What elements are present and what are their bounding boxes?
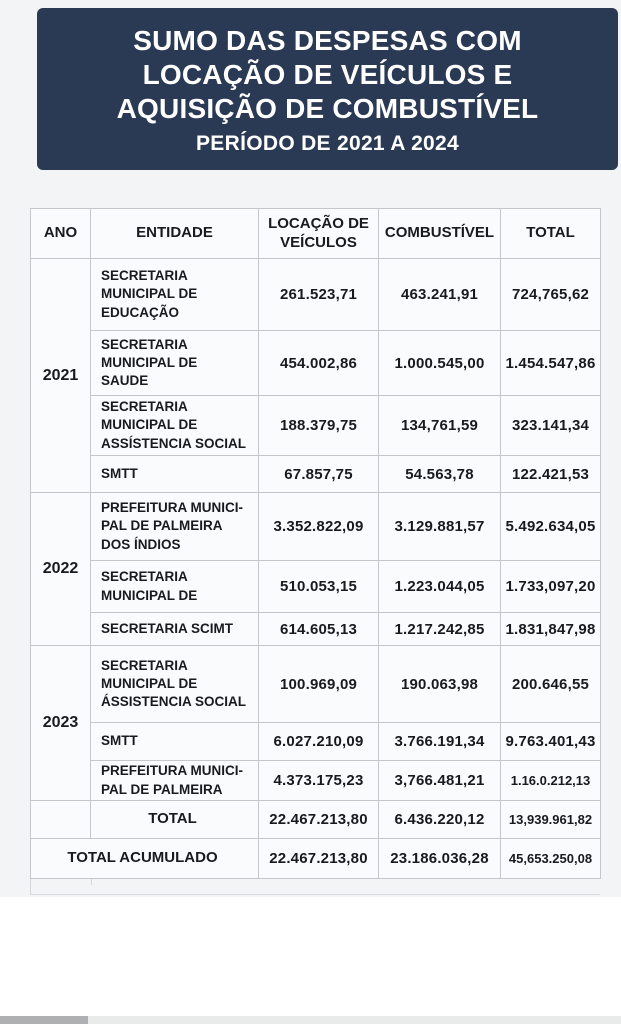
table-row-2021-smtt: SMTT 67.857,75 54.563,78 122.421,53 xyxy=(31,455,601,493)
bottom-edge-strip xyxy=(0,1016,621,1024)
column-header-total: TOTAL xyxy=(500,208,601,259)
locacao-value-cell: 614.605,13 xyxy=(258,612,379,646)
combustivel-value-cell: 3.766.191,34 xyxy=(378,722,501,761)
combustivel-value-cell: 1.000.545,00 xyxy=(378,330,501,396)
year-cell-2021: 2021 xyxy=(30,258,91,493)
locacao-value-cell: 6.027.210,09 xyxy=(258,722,379,761)
grand-total-cell: 13,939.961,82 xyxy=(500,800,601,839)
entity-cell: SMTT xyxy=(90,722,259,761)
table-row-2021-educacao: 2021 SECRETARIA MUNICIPAL DE EDUCAÇÃO 26… xyxy=(30,258,601,493)
column-header-locacao: LOCAÇÃO DE VEÍCULOS xyxy=(258,208,379,259)
entity-cell: SECRETARIA MUNICIPAL DE ASSÍSTENCIA SOCI… xyxy=(90,395,259,456)
year-cell-2023: 2023 xyxy=(30,645,91,801)
total-value-cell: 5.492.634,05 xyxy=(500,492,601,561)
entity-cell: SECRETARIA MUNICIPAL DE SAUDE xyxy=(90,330,259,396)
entity-cell: SMTT xyxy=(90,455,259,493)
combustivel-value-cell: 463.241,91 xyxy=(378,258,501,331)
combustivel-value-cell: 3.129.881,57 xyxy=(378,492,501,561)
page-subtitle: PERÍODO DE 2021 A 2024 xyxy=(196,132,459,155)
table-row-2023-assistencia: 2023 SECRETARIA MUNICIPAL DE ÁSSISTENCIA… xyxy=(30,645,601,801)
year-cell-2022: 2022 xyxy=(30,492,91,646)
title-card: SUMO DAS DESPESAS COM LOCAÇÃO DE VEÍCULO… xyxy=(37,8,618,170)
locacao-total-cell: 22.467.213,80 xyxy=(258,800,379,839)
empty-ano-cell xyxy=(30,800,91,839)
entity-cell: PREFEITURA MUNICI- PAL DE PALMEIRA DOS Í… xyxy=(90,492,259,561)
total-acumulado-label-cell: TOTAL ACUMULADO xyxy=(30,838,259,879)
combustivel-total-cell: 6.436.220,12 xyxy=(378,800,501,839)
total-value-cell: 724,765,62 xyxy=(500,258,601,331)
combustivel-value-cell: 54.563,78 xyxy=(378,455,501,493)
total-value-cell: 1.454.547,86 xyxy=(500,330,601,396)
column-header-combustivel: COMBUSTÍVEL xyxy=(378,208,501,259)
total-value-cell: 9.763.401,43 xyxy=(500,722,601,761)
table-row-2021-assistencia: SECRETARIA MUNICIPAL DE ASSÍSTENCIA SOCI… xyxy=(31,395,601,456)
page-title-line-1: SUMO DAS DESPESAS COM xyxy=(133,25,522,56)
combustivel-acumulado-cell: 23.186.036,28 xyxy=(378,838,501,879)
table-row-2023-smtt: SMTT 6.027.210,09 3.766.191,34 9.763.401… xyxy=(31,722,601,761)
locacao-value-cell: 454.002,86 xyxy=(258,330,379,396)
total-acumulado-row: TOTAL ACUMULADO 22.467.213,80 23.186.036… xyxy=(30,838,601,879)
cropped-row-remnant xyxy=(30,879,600,895)
entity-cell: PREFEITURA MUNICI- PAL DE PALMEIRA xyxy=(90,760,259,801)
locacao-value-cell: 4.373.175,23 xyxy=(258,760,379,801)
total-value-cell: 1.16.0.212,13 xyxy=(500,760,601,801)
locacao-value-cell: 67.857,75 xyxy=(258,455,379,493)
total-label-cell: TOTAL xyxy=(90,800,259,839)
page-title-line-2: LOCAÇÃO DE VEÍCULOS E xyxy=(142,59,513,90)
locacao-value-cell: 188.379,75 xyxy=(258,395,379,456)
table-row-2022-scimt: SECRETARIA SCIMT 614.605,13 1.217.242,85… xyxy=(31,612,601,646)
expenses-table: ANO ENTIDADE LOCAÇÃO DE VEÍCULOS COMBUST… xyxy=(30,208,601,879)
column-header-entidade: ENTIDADE xyxy=(90,208,259,259)
column-header-ano: ANO xyxy=(30,208,91,259)
combustivel-value-cell: 1.223.044,05 xyxy=(378,560,501,613)
combustivel-value-cell: 3,766.481,21 xyxy=(378,760,501,801)
locacao-value-cell: 510.053,15 xyxy=(258,560,379,613)
total-value-cell: 1.733,097,20 xyxy=(500,560,601,613)
locacao-value-cell: 3.352.822,09 xyxy=(258,492,379,561)
entity-cell: SECRETARIA MUNICIPAL DE ÁSSISTENCIA SOCI… xyxy=(90,645,259,723)
entity-cell: SECRETARIA MUNICIPAL DE EDUCAÇÃO xyxy=(90,258,259,331)
total-row: TOTAL 22.467.213,80 6.436.220,12 13,939.… xyxy=(30,800,601,839)
locacao-acumulado-cell: 22.467.213,80 xyxy=(258,838,379,879)
locacao-value-cell: 261.523,71 xyxy=(258,258,379,331)
locacao-value-cell: 100.969,09 xyxy=(258,645,379,723)
total-value-cell: 200.646,55 xyxy=(500,645,601,723)
table-row-2022-secretaria: SECRETARIA MUNICIPAL DE 510.053,15 1.223… xyxy=(31,560,601,613)
entity-cell: SECRETARIA SCIMT xyxy=(90,612,259,646)
page-title-line-3: AQUISIÇÃO DE COMBUSTÍVEL xyxy=(116,93,539,124)
page-background: SUMO DAS DESPESAS COM LOCAÇÃO DE VEÍCULO… xyxy=(0,0,621,897)
combustivel-value-cell: 134,761,59 xyxy=(378,395,501,456)
combustivel-value-cell: 190.063,98 xyxy=(378,645,501,723)
table-header-row: ANO ENTIDADE LOCAÇÃO DE VEÍCULOS COMBUST… xyxy=(30,208,601,259)
entity-cell: SECRETARIA MUNICIPAL DE xyxy=(90,560,259,613)
table-row-2022-prefeitura: 2022 PREFEITURA MUNICI- PAL DE PALMEIRA … xyxy=(30,492,601,646)
total-value-cell: 323.141,34 xyxy=(500,395,601,456)
total-value-cell: 1.831,847,98 xyxy=(500,612,601,646)
total-value-cell: 122.421,53 xyxy=(500,455,601,493)
combustivel-value-cell: 1.217.242,85 xyxy=(378,612,501,646)
table-row-2021-saude: SECRETARIA MUNICIPAL DE SAUDE 454.002,86… xyxy=(31,330,601,396)
total-acumulado-cell: 45,653.250,08 xyxy=(500,838,601,879)
table-row-2023-prefeitura: PREFEITURA MUNICI- PAL DE PALMEIRA 4.373… xyxy=(31,760,601,801)
